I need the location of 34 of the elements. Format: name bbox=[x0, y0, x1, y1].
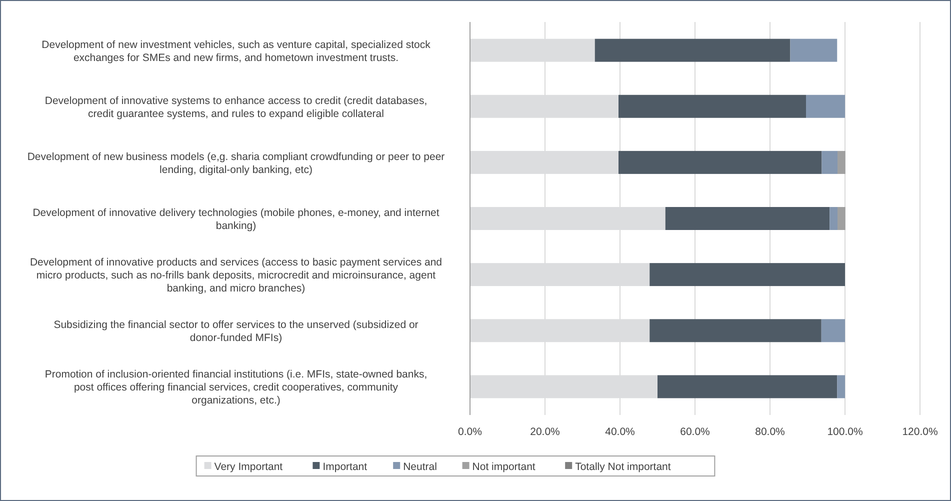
legend-label: Totally Not important bbox=[575, 461, 671, 473]
legend-label: Not important bbox=[472, 461, 536, 473]
y-tick-label: Development of new business models (e,g. sharia compliant crowdfunding or peer to peer lending, digital-only banking, etc) bbox=[27, 150, 446, 176]
x-tick-label: 0.0% bbox=[458, 426, 482, 438]
y-tick-label: Development of innovative systems to enhance access to credit (credit databases, credit guarantee systems, and rules to expand eligible collateral bbox=[44, 94, 428, 120]
bar bbox=[665, 207, 830, 230]
y-tick-label: Development of innovative delivery technologies (mobile phones, e-money, and internet banking) bbox=[32, 207, 440, 232]
bar bbox=[618, 94, 806, 118]
x-tick-label: 80.0% bbox=[755, 426, 785, 438]
legend-label: Neutral bbox=[403, 461, 437, 473]
bar bbox=[650, 263, 845, 286]
legend-label: Important bbox=[322, 461, 368, 473]
x-tick-label: 120.0% bbox=[902, 426, 938, 438]
bar bbox=[594, 38, 790, 62]
bar bbox=[650, 319, 822, 342]
bar bbox=[806, 94, 845, 118]
y-tick-label: Development of innovative products and services (access to basic payment services and micro products, such as no-frills bank deposits, microcredit and microinsurance, agent banking, and micro branches) bbox=[30, 256, 442, 295]
bar bbox=[830, 207, 838, 230]
legend-label: Very Important bbox=[214, 461, 283, 473]
bar bbox=[790, 38, 838, 62]
x-tick-label: 60.0% bbox=[680, 426, 710, 438]
bar bbox=[838, 150, 846, 174]
bar bbox=[822, 150, 838, 174]
y-tick-label: Development of new investment vehicles, such as venture capital, specialized stock exchanges for SMEs and new firms, and hometown investment trusts. bbox=[42, 38, 432, 64]
y-tick-label: Subsidizing the financial sector to offer services to the unserved (subsidized or donor-funded MFIs) bbox=[54, 319, 419, 344]
y-tick-label: Promotion of inclusion-oriented financial institutions (i.e. MFIs, state-owned banks, post offices offering financial services, credit cooperatives, community organizations, etc.) bbox=[44, 368, 428, 407]
bar bbox=[838, 207, 846, 230]
x-tick-label: 100.0% bbox=[827, 426, 863, 438]
bar bbox=[837, 375, 845, 398]
bar bbox=[658, 375, 838, 398]
x-tick-label: 40.0% bbox=[605, 426, 635, 438]
x-tick-label: 20.0% bbox=[530, 426, 560, 438]
bar bbox=[618, 150, 822, 174]
bar bbox=[821, 319, 845, 342]
